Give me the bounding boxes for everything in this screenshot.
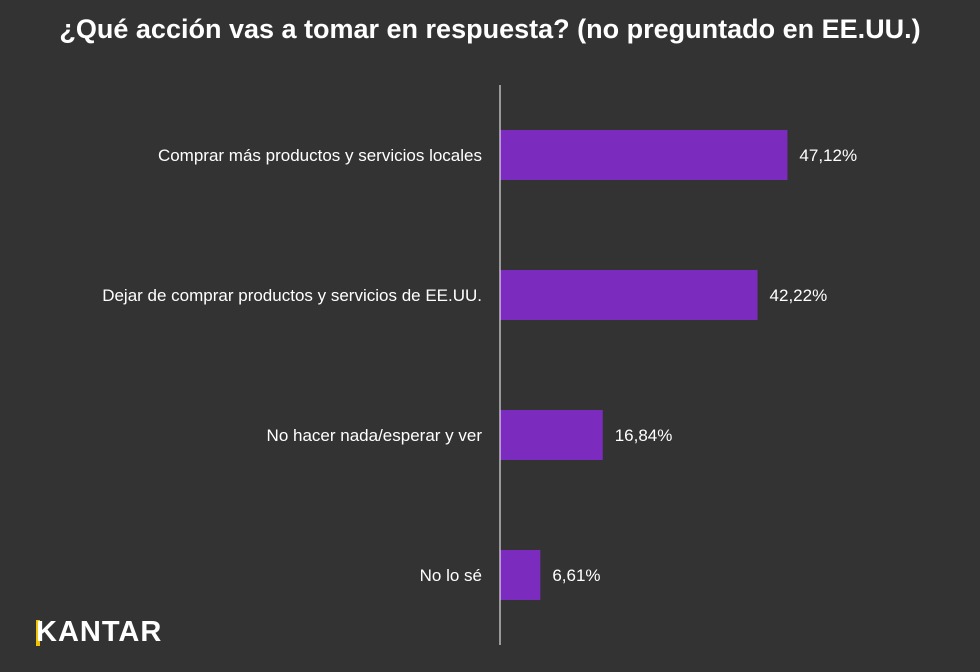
kantar-logo: KANTAR [36,616,162,649]
data-label-4: 6,61% [552,566,600,585]
bar-1 [500,130,788,180]
logo-accent-mark [36,620,40,646]
data-label-1: 47,12% [799,146,857,165]
logo-text: KANTAR [36,616,163,648]
category-label-1: Comprar más productos y servicios locale… [158,146,482,165]
bar-2 [500,270,758,320]
data-label-3: 16,84% [615,426,673,445]
category-label-3: No hacer nada/esperar y ver [267,426,483,445]
category-label-4: No lo sé [420,566,482,585]
chart-title: ¿Qué acción vas a tomar en respuesta? (n… [59,14,921,44]
bar-3 [500,410,603,460]
bar-4 [500,550,541,600]
data-label-2: 42,22% [770,286,828,305]
category-label-2: Dejar de comprar productos y servicios d… [102,286,482,305]
